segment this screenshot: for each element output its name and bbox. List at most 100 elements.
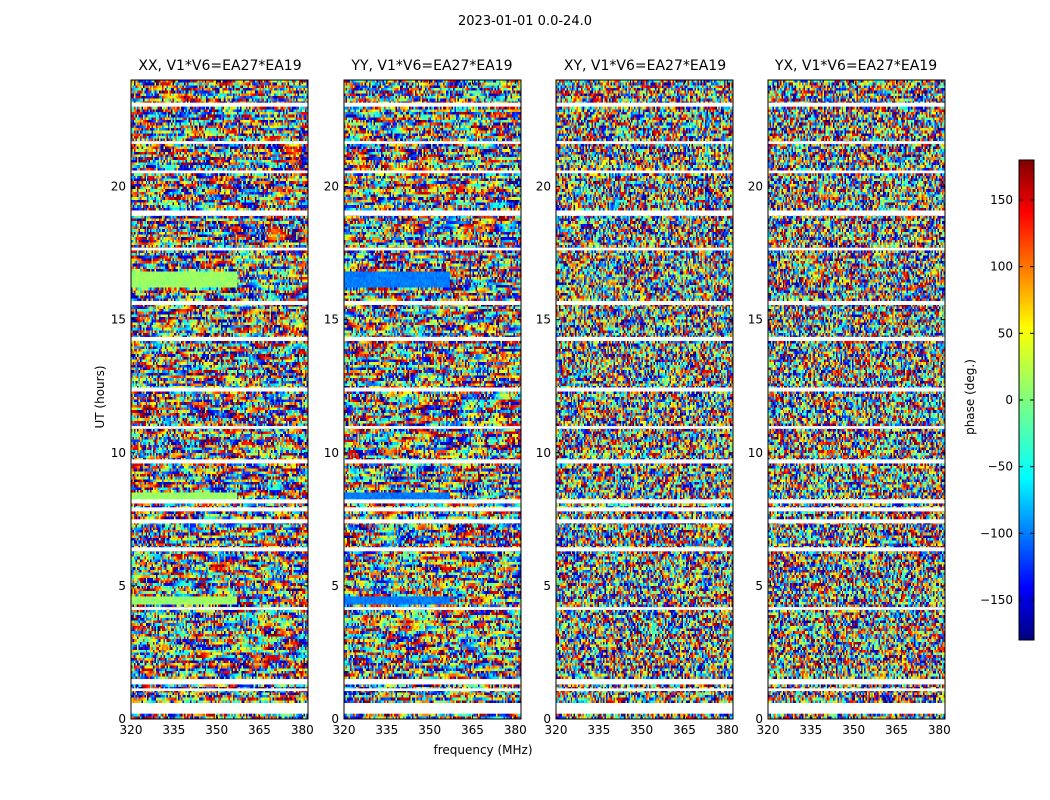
flagged-band-xy-1 — [556, 688, 733, 692]
x-tick-label-xy-365: 365 — [673, 723, 696, 737]
flagged-band-yx-15 — [768, 170, 945, 174]
panel-title-yy: YY, V1*V6=EA27*EA19 — [351, 58, 513, 74]
flagged-band-yx-0 — [768, 703, 945, 714]
x-tick-label-xy-335: 335 — [587, 723, 610, 737]
flagged-band-xx-15 — [131, 170, 308, 174]
flagged-band-yx-9 — [768, 426, 945, 429]
y-tick-label-yx-10: 10 — [748, 446, 763, 460]
flagged-band-yy-17 — [344, 102, 521, 107]
flagged-band-yx-17 — [768, 102, 945, 107]
panel-frame-xx — [130, 79, 309, 720]
flagged-band-xx-4 — [131, 547, 308, 552]
y-tick-label-yy-20: 20 — [324, 180, 339, 194]
flagged-band-yy-10 — [344, 387, 521, 392]
flagged-band-yy-15 — [344, 170, 521, 174]
flagged-band-yy-8 — [344, 459, 521, 464]
flagged-band-yy-7 — [344, 499, 521, 504]
flagged-band-xy-15 — [556, 170, 733, 174]
flagged-band-xy-3 — [556, 607, 733, 610]
flagged-band-xx-5 — [131, 519, 308, 524]
y-tick-label-yy-15: 15 — [324, 313, 339, 327]
panel-frame-yx — [767, 79, 946, 720]
flagged-band-xx-9 — [131, 426, 308, 429]
flagged-band-xy-14 — [556, 210, 733, 216]
flagged-band-xy-5 — [556, 519, 733, 524]
flagged-band-yx-10 — [768, 387, 945, 392]
y-tick-label-xy-20: 20 — [536, 180, 551, 194]
flagged-band-yy-5 — [344, 519, 521, 524]
y-tick-label-xx-0: 0 — [118, 712, 126, 726]
x-tick-label-yy-320: 320 — [333, 723, 356, 737]
flagged-band-yy-14 — [344, 210, 521, 216]
phase-image-xx — [131, 80, 308, 719]
flagged-band-xy-13 — [556, 247, 733, 251]
y-tick-label-xy-10: 10 — [536, 446, 551, 460]
flagged-band-xy-16 — [556, 141, 733, 144]
flagged-band-xx-11 — [131, 336, 308, 341]
flagged-band-xx-14 — [131, 210, 308, 216]
flagged-band-yy-6 — [344, 507, 521, 512]
colorbar-tick-label-5: 100 — [990, 260, 1013, 274]
x-tick-label-yy-335: 335 — [375, 723, 398, 737]
x-tick-label-xx-380: 380 — [291, 723, 314, 737]
flagged-band-xy-8 — [556, 459, 733, 464]
colorbar: −150 −100 −50 0 50 100 150 — [980, 159, 1035, 641]
flagged-band-yx-1 — [768, 688, 945, 692]
colorbar-tick-label-4: 50 — [998, 326, 1013, 340]
flagged-band-yx-12 — [768, 300, 945, 305]
x-tick-label-yy-380: 380 — [504, 723, 527, 737]
flagged-band-xy-17 — [556, 102, 733, 107]
flagged-band-xy-10 — [556, 387, 733, 392]
y-tick-label-yy-10: 10 — [324, 446, 339, 460]
x-tick-label-xx-335: 335 — [162, 723, 185, 737]
y-tick-label-xy-5: 5 — [543, 579, 551, 593]
flagged-band-yx-7 — [768, 499, 945, 504]
flagged-band-yx-6 — [768, 507, 945, 512]
panels-group: 320 335 350 365 380 0 5 10 15 20 320 335 350 365 380 0 5… — [111, 79, 951, 737]
panel-title-xx: XX, V1*V6=EA27*EA19 — [138, 58, 302, 74]
phase-image-xy — [556, 80, 733, 719]
panel-yy: 320 335 350 365 380 0 5 10 15 20 — [324, 79, 527, 737]
panel-xx: 320 335 350 365 380 0 5 10 15 20 — [111, 79, 314, 737]
flagged-band-xx-16 — [131, 141, 308, 144]
flagged-band-yy-3 — [344, 607, 521, 610]
flagged-band-xy-4 — [556, 547, 733, 552]
colorbar-tick-label-3: 0 — [1005, 393, 1013, 407]
x-tick-label-yy-350: 350 — [418, 723, 441, 737]
flagged-band-yy-0 — [344, 703, 521, 714]
flagged-band-yy-9 — [344, 426, 521, 429]
flagged-band-yx-2 — [768, 679, 945, 685]
x-tick-label-yx-350: 350 — [842, 723, 865, 737]
y-tick-label-yx-5: 5 — [755, 579, 763, 593]
x-tick-label-xx-320: 320 — [120, 723, 143, 737]
flagged-band-xy-11 — [556, 336, 733, 341]
x-tick-label-xy-320: 320 — [545, 723, 568, 737]
flagged-band-xx-3 — [131, 607, 308, 610]
panel-frame-yy — [343, 79, 522, 720]
colorbar-tick-label-2: −50 — [988, 460, 1013, 474]
flagged-band-xy-0 — [556, 703, 733, 714]
figure-title: 2023-01-01 0.0-24.0 — [458, 14, 592, 29]
x-tick-label-yx-335: 335 — [799, 723, 822, 737]
flagged-band-yx-16 — [768, 141, 945, 144]
x-axis-label: frequency (MHz) — [433, 743, 533, 757]
flagged-band-yy-13 — [344, 247, 521, 251]
y-tick-label-xy-0: 0 — [543, 712, 551, 726]
panel-title-yx: YX, V1*V6=EA27*EA19 — [774, 58, 938, 74]
panel-yx: 320 335 350 365 380 0 5 10 15 20 — [748, 79, 951, 737]
flagged-band-xx-17 — [131, 102, 308, 107]
x-tick-label-yx-380: 380 — [928, 723, 951, 737]
flagged-band-xy-12 — [556, 300, 733, 305]
flagged-band-yx-3 — [768, 607, 945, 610]
flagged-band-xx-0 — [131, 703, 308, 714]
flagged-band-yx-8 — [768, 459, 945, 464]
flagged-band-yy-16 — [344, 141, 521, 144]
x-tick-label-xx-350: 350 — [205, 723, 228, 737]
y-tick-label-xx-5: 5 — [118, 579, 126, 593]
y-tick-label-xx-20: 20 — [111, 180, 126, 194]
flagged-band-yx-4 — [768, 547, 945, 552]
x-tick-label-xy-380: 380 — [716, 723, 739, 737]
flagged-band-xy-2 — [556, 679, 733, 685]
phase-image-yy — [344, 80, 521, 719]
